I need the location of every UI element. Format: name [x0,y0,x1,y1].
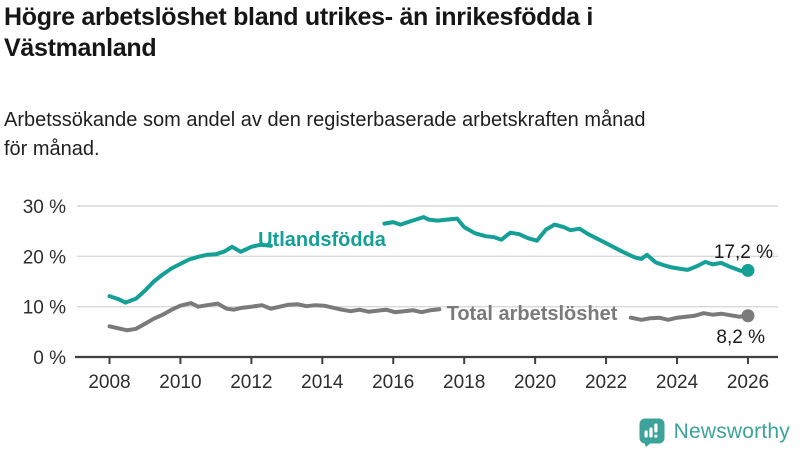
series-line-utlandsfodda-seg1 [107,242,273,305]
series-label-utlandsfodda: Utlandsfödda [258,229,387,251]
end-dot-utlandsfodda [741,263,755,277]
end-dot-total [741,309,755,323]
x-axis-label-2010: 2010 [159,372,201,393]
x-axis-label-2024: 2024 [656,372,699,393]
series-line-total-seg2 [628,311,750,322]
chart-subtitle: Arbetssökande som andel av den registerb… [4,109,646,160]
y-axis-label-0: 0 % [33,348,66,369]
y-axis-label-20: 20 % [23,247,66,268]
end-value-label-utlandsfodda: 17,2 % [714,242,773,263]
newsworthy-logo-icon [639,418,665,447]
series-line-total-seg1 [107,301,442,333]
x-axis-label-2026: 2026 [727,372,769,393]
y-axis-label-10: 10 % [23,298,66,319]
x-axis-label-2014: 2014 [301,372,344,393]
y-axis-label-30: 30 % [23,197,66,218]
x-axis-label-2012: 2012 [230,372,272,393]
x-axis-label-2022: 2022 [585,372,627,393]
newsworthy-wordmark: Newsworthy [673,420,790,443]
series-line-utlandsfodda-seg2 [382,215,750,273]
x-axis-label-2008: 2008 [88,372,130,393]
x-axis-label-2018: 2018 [443,372,485,393]
chart-title: Högre arbetslöshet bland utrikes- än inr… [4,3,593,62]
x-axis-label-2020: 2020 [514,372,556,393]
x-axis-label-2016: 2016 [372,372,414,393]
series-label-total: Total arbetslöshet [447,303,618,325]
newsworthy-brand: Newsworthy [639,417,790,447]
end-value-label-total: 8,2 % [716,327,765,348]
